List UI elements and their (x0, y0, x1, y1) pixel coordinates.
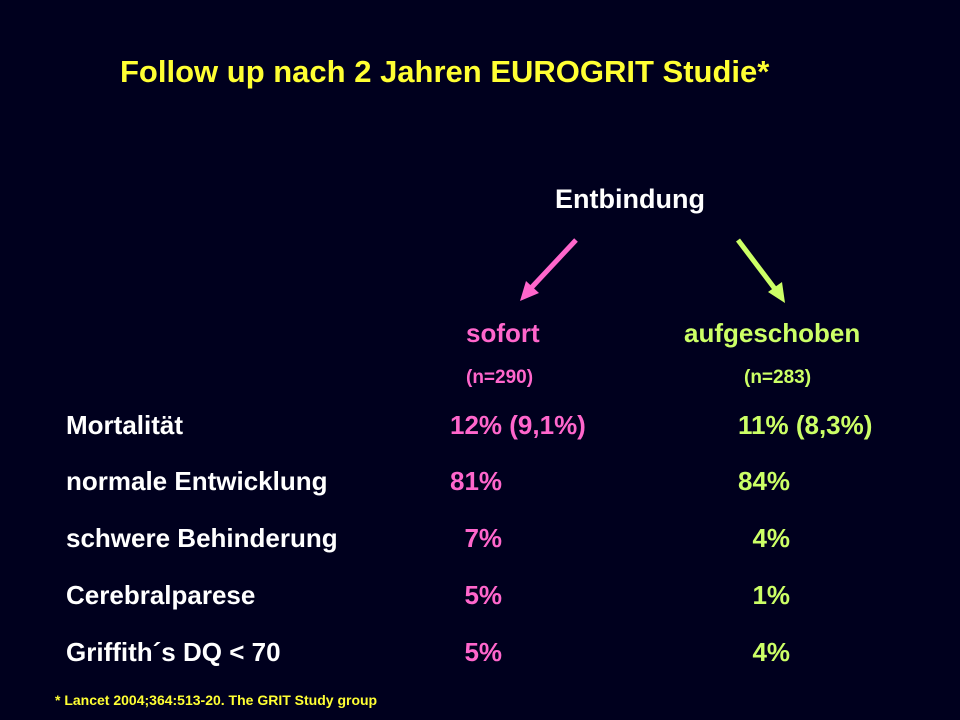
value-sofort: 5% (450, 580, 503, 610)
group-sofort-name: sofort (466, 318, 540, 348)
group-sofort-n: (n=290) (466, 367, 534, 388)
row-label: Griffith´s DQ < 70 (66, 637, 281, 667)
group-aufgeschoben-n: (n=283) (744, 367, 812, 388)
group-aufgeschoben-name: aufgeschoben (684, 318, 861, 348)
value-aufgeschoben: 4% (738, 637, 791, 667)
table-row: Cerebralparese 5% 1% (0, 580, 960, 620)
value-sofort: 5% (450, 637, 503, 667)
value-sofort: 12% (9,1%) (450, 410, 586, 440)
table-row: Mortalität 12% (9,1%) 11% (8,3%) (0, 410, 960, 450)
delivery-label: Entbindung (555, 184, 705, 214)
slide-title: Follow up nach 2 Jahren EUROGRIT Studie* (120, 54, 770, 89)
value-aufgeschoben: 4% (738, 523, 791, 553)
footnote: * Lancet 2004;364:513-20. The GRIT Study… (55, 692, 378, 708)
value-aufgeschoben: 1% (738, 580, 791, 610)
row-label: schwere Behinderung (66, 523, 338, 553)
row-label: Mortalität (66, 410, 183, 440)
table-row: Griffith´s DQ < 70 5% 4% (0, 637, 960, 677)
value-sofort: 7% (450, 523, 503, 553)
table-row: normale Entwicklung 81% 84% (0, 466, 960, 506)
table-row: schwere Behinderung 7% 4% (0, 523, 960, 563)
arrow-sofort-icon (520, 238, 578, 301)
row-label: normale Entwicklung (66, 466, 328, 496)
value-sofort: 81% (450, 466, 503, 496)
arrow-aufgeschoben-icon (736, 238, 785, 303)
row-label: Cerebralparese (66, 580, 256, 610)
value-aufgeschoben: 11% (8,3%) (738, 410, 873, 440)
value-aufgeschoben: 84% (738, 466, 791, 496)
